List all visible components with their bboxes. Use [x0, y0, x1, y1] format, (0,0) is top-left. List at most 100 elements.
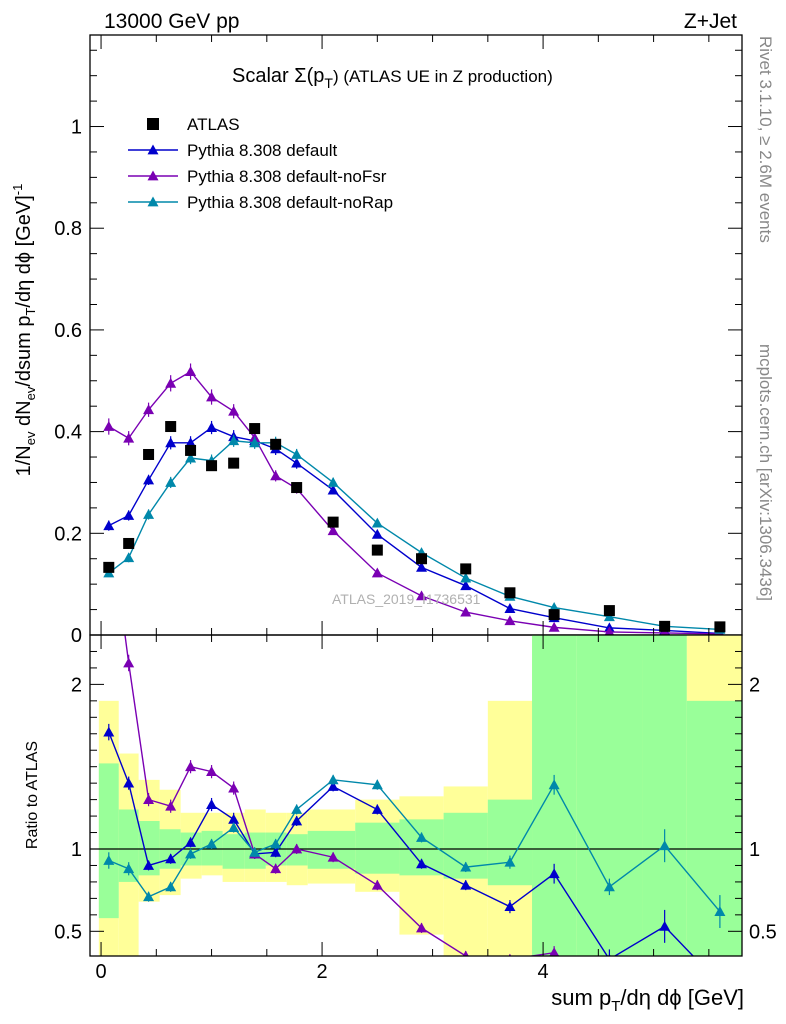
ratio-ytick-label-right: 2	[749, 674, 760, 696]
main-ytick-label: 0.4	[54, 422, 82, 444]
ratio-band-inner	[222, 834, 245, 869]
main-point	[291, 448, 303, 459]
ratio-point	[416, 831, 428, 842]
title-suffix: ) (ATLAS UE in Z production)	[333, 67, 553, 86]
ylabel-ev2: ev	[23, 386, 38, 400]
main-point	[165, 437, 177, 448]
main-point	[548, 621, 560, 632]
atlas-point	[659, 620, 671, 632]
ratio-point	[103, 506, 114, 516]
atlas-point	[103, 561, 115, 573]
ratio-band-inner	[355, 822, 400, 874]
ratio-ytick-label-right: 0.5	[749, 921, 777, 943]
ratio-point	[185, 836, 197, 847]
ratio-point	[143, 794, 155, 805]
ratio-ytick-label: 2	[71, 674, 82, 696]
atlas-point	[416, 553, 428, 565]
ratio-point	[165, 881, 177, 892]
ratio-point	[103, 855, 115, 865]
ratio-panel: 0.5 0.5 1 1 2 2 0 2 4	[54, 506, 777, 983]
ratio-ytick-label: 0.5	[54, 921, 82, 943]
main-point	[165, 476, 177, 487]
main-point	[460, 580, 472, 591]
atlas-point	[270, 438, 282, 450]
ratio-point	[206, 799, 218, 809]
main-point	[228, 405, 240, 416]
atlas-point	[185, 444, 197, 456]
xlabel-pre: sum p	[551, 985, 611, 1010]
ratio-point	[291, 803, 303, 814]
ratio-point	[103, 726, 115, 737]
ylabel-rest: /dsum p	[13, 316, 35, 387]
main-point	[371, 567, 383, 578]
ratio-point	[371, 879, 383, 890]
ratio-band-inner	[642, 635, 687, 956]
ylabel-T: T	[23, 308, 38, 316]
ratio-point	[143, 891, 155, 902]
ratio-point	[659, 920, 671, 931]
atlas-point	[228, 457, 240, 469]
main-ytick-label: 0	[71, 625, 82, 647]
ratio-band-inner	[576, 635, 643, 956]
title-sub: T	[324, 75, 333, 91]
ratio-point	[460, 861, 472, 872]
main-panel: 0 0.2 0.4 0.6 0.8 1	[54, 34, 743, 647]
ratio-point	[371, 779, 383, 790]
ratio-point	[504, 856, 516, 867]
main-point	[460, 572, 472, 583]
watermark: ATLAS_2019_I1736531	[332, 591, 481, 607]
ratio-point	[249, 846, 261, 857]
ratio-frame	[89, 634, 743, 957]
main-point	[371, 517, 383, 528]
ratio-point	[659, 840, 671, 851]
legend-marker-atlas	[147, 118, 159, 130]
main-point	[327, 476, 339, 487]
main-point	[185, 437, 197, 448]
main-point	[123, 552, 135, 563]
main-point	[603, 611, 615, 622]
main-point	[249, 437, 261, 448]
ratio-band-inner	[487, 799, 533, 886]
ylabel-sup: -1	[10, 184, 25, 196]
main-point	[103, 421, 115, 431]
main-ytick-label: 0.8	[54, 218, 82, 240]
ratio-xtick-label: 0	[95, 961, 106, 983]
legend-marker	[147, 196, 159, 207]
main-point	[185, 366, 197, 377]
main-point	[416, 561, 428, 572]
legend-label: Pythia 8.308 default	[187, 141, 338, 160]
ylabel-1: 1/N	[13, 445, 35, 476]
ylabel-end: /dη dϕ [GeV]	[13, 195, 35, 307]
rivet-version-text: Rivet 3.1.10, ≥ 2.6M events	[756, 36, 775, 243]
ratio-xtick-label: 2	[317, 961, 328, 983]
main-point	[143, 474, 155, 485]
main-point	[270, 470, 282, 481]
ratio-point	[270, 838, 282, 849]
header-right: Z+Jet	[684, 10, 737, 33]
ratio-point	[548, 868, 560, 879]
ratio-point	[185, 761, 197, 772]
ratio-band-inner	[98, 763, 119, 919]
main-point	[416, 590, 428, 601]
ratio-point	[416, 858, 428, 869]
main-point	[123, 510, 135, 520]
ratio-point	[143, 859, 155, 870]
ratio-point	[228, 782, 240, 793]
ratio-point	[123, 777, 135, 788]
main-ylabel: 1/Nev dNev/dsum pT/dη dϕ [GeV]-1	[10, 184, 38, 477]
main-point	[228, 435, 240, 446]
main-point	[327, 484, 339, 495]
legend-label: ATLAS	[187, 115, 240, 134]
main-point	[206, 422, 218, 432]
title-sigma: Σ(p	[294, 65, 324, 87]
main-point	[206, 391, 218, 402]
ratio-xtick-label: 4	[538, 961, 549, 983]
atlas-point	[714, 621, 726, 633]
legend-marker	[147, 144, 159, 155]
ratio-ylabel: Ratio to ATLAS	[24, 741, 41, 849]
ratio-point	[206, 766, 218, 777]
main-ytick-label: 1	[71, 117, 82, 139]
ratio-point	[165, 800, 177, 811]
ratio-point	[460, 879, 472, 890]
